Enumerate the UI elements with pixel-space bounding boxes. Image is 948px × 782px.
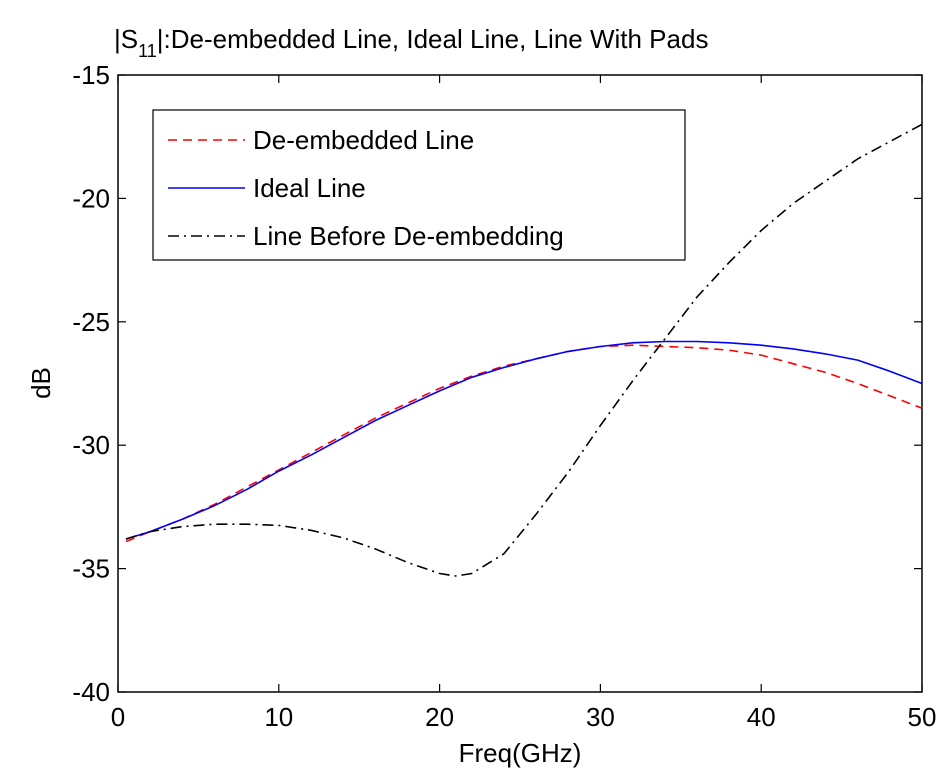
y-tick-label: -40 — [72, 677, 110, 707]
legend-label-1: De-embedded Line — [253, 125, 474, 155]
y-tick-label: -30 — [72, 430, 110, 460]
series-line-1 — [125, 344, 923, 543]
x-tick-label: 10 — [264, 702, 293, 732]
axis-ticks — [117, 74, 923, 693]
x-tick-label: 20 — [425, 702, 454, 732]
x-tick-label: 50 — [908, 702, 937, 732]
series-line-2 — [125, 340, 923, 540]
x-axis-label: Freq(GHz) — [459, 738, 582, 768]
legend-label-3: Line Before De-embedding — [253, 221, 564, 251]
y-tick-label: -15 — [72, 60, 110, 90]
legend-label-2: Ideal Line — [253, 173, 366, 203]
x-tick-label: 30 — [586, 702, 615, 732]
y-tick-label: -20 — [72, 183, 110, 213]
legend-box — [152, 109, 686, 261]
chart-title: |S11|:De-embedded Line, Ideal Line, Line… — [114, 24, 708, 61]
y-tick-label: -35 — [72, 554, 110, 584]
series-line-3 — [125, 123, 923, 577]
x-tick-labels: 0 10 20 30 40 50 — [111, 702, 937, 732]
y-axis-label: dB — [26, 367, 56, 399]
title-subscript: 11 — [138, 41, 157, 61]
series-lines — [125, 123, 923, 577]
y-tick-label: -25 — [72, 307, 110, 337]
x-tick-label: 40 — [747, 702, 776, 732]
x-tick-label: 0 — [111, 702, 125, 732]
y-tick-labels: -40 -35 -30 -25 -20 -15 — [72, 60, 110, 707]
legend: De-embedded Line Ideal Line Line Before De… — [152, 109, 686, 261]
